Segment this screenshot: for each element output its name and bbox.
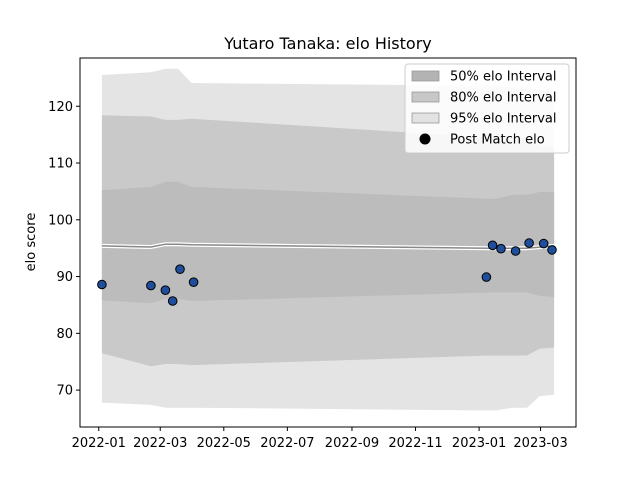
- y-tick-label: 110: [48, 157, 73, 172]
- x-tick-label: 2022-07: [260, 436, 314, 451]
- post-match-elo-point: [547, 245, 557, 255]
- legend-box: [404, 63, 570, 154]
- plot-area: [97, 68, 557, 411]
- x-tick-label: 2022-11: [388, 436, 442, 451]
- x-tick-label: 2022-01: [72, 436, 126, 451]
- y-axis-label: elo score: [24, 213, 39, 272]
- legend-label: 95% elo Interval: [450, 112, 557, 127]
- legend: 50% elo Interval 80% elo Interval 95% elo …: [404, 63, 570, 154]
- y-axis: 70 80 90 100 110 120: [48, 100, 80, 399]
- y-tick-label: 70: [56, 384, 73, 399]
- y-tick-label: 120: [48, 100, 73, 115]
- post-match-elo-point: [481, 272, 492, 282]
- legend-swatch-95pct-elo-interval: [411, 112, 440, 124]
- post-match-elo-point: [175, 264, 185, 275]
- legend-swatch-80pct-elo-interval: [411, 91, 440, 103]
- chart-title: Yutaro Tanaka: elo History: [223, 34, 431, 53]
- x-tick-label: 2023-01: [452, 436, 506, 451]
- y-tick-label: 90: [56, 270, 73, 285]
- x-tick-label: 2023-03: [513, 436, 567, 451]
- x-tick-label: 2022-05: [197, 436, 251, 451]
- post-match-elo-point: [160, 285, 171, 296]
- post-match-elo-point: [524, 238, 534, 248]
- legend-marker-post-match-elo: [419, 133, 431, 145]
- post-match-elo-point: [538, 238, 549, 249]
- mean-elo-line: [101, 243, 555, 249]
- y-tick-label: 100: [48, 213, 73, 228]
- post-match-elo-point: [146, 280, 156, 291]
- post-match-elo-point: [167, 296, 178, 306]
- legend-label: Post Match elo: [450, 133, 545, 148]
- x-axis: 2022-01 2022-03 2022-05 2022-07 2022-09 2022-…: [72, 427, 568, 451]
- legend-label: 50% elo Interval: [450, 70, 557, 85]
- post-match-elo-point: [97, 279, 107, 290]
- legend-label: 80% elo Interval: [450, 91, 557, 106]
- post-match-elo-point: [496, 243, 506, 254]
- y-tick-label: 80: [56, 327, 73, 342]
- post-match-elo-point: [510, 246, 521, 256]
- post-match-elo-point: [188, 277, 199, 288]
- x-tick-label: 2022-09: [325, 436, 379, 451]
- x-tick-label: 2022-03: [133, 436, 187, 451]
- band-50pct-elo-interval: [101, 181, 555, 304]
- axes-frame: [79, 57, 577, 428]
- post-match-elo-point: [487, 240, 498, 251]
- legend-swatch-50pct-elo-interval: [411, 70, 440, 82]
